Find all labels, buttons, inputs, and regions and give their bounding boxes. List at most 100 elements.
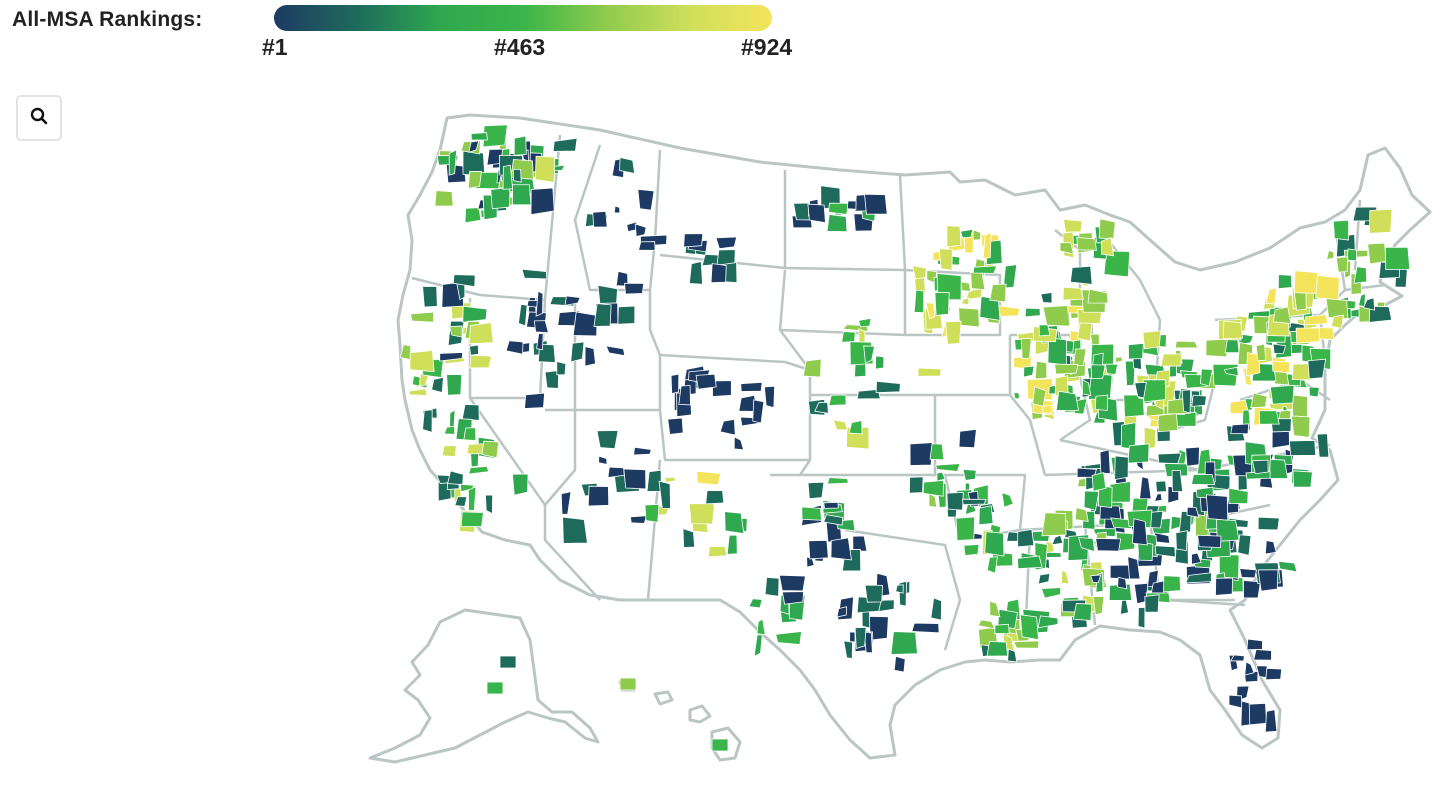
msa-region[interactable] [1353,266,1368,284]
msa-region[interactable] [1073,348,1087,367]
msa-region[interactable] [1265,287,1277,305]
msa-region[interactable] [930,597,942,621]
msa-region[interactable] [1098,218,1116,240]
msa-region[interactable] [1091,472,1107,492]
msa-region[interactable] [534,155,556,183]
msa-region[interactable] [843,640,853,660]
msa-region[interactable] [1258,410,1280,425]
msa-region[interactable] [848,420,863,435]
msa-region[interactable] [733,436,745,451]
msa-region[interactable] [1185,572,1212,584]
msa-region[interactable] [468,465,490,475]
msa-region[interactable] [439,352,464,362]
msa-region[interactable] [826,214,848,233]
msa-region[interactable] [1072,603,1093,621]
msa-region[interactable] [1244,661,1255,676]
msa-region[interactable] [1134,381,1147,399]
msa-region[interactable] [986,641,1009,657]
msa-region[interactable] [454,496,468,507]
msa-region[interactable] [890,631,918,655]
msa-region[interactable] [716,249,736,266]
msa-region[interactable] [978,505,994,526]
msa-region[interactable] [977,619,996,630]
msa-region[interactable] [1229,654,1245,662]
msa-region[interactable] [560,491,572,515]
msa-region[interactable] [499,655,517,669]
msa-region[interactable] [764,576,780,597]
msa-region[interactable] [670,373,680,395]
msa-region[interactable] [1061,569,1070,585]
msa-region[interactable] [764,385,776,409]
msa-region[interactable] [1032,386,1047,407]
msa-region[interactable] [613,205,621,214]
msa-region[interactable] [852,535,868,552]
msa-region[interactable] [962,498,987,506]
msa-region[interactable] [422,285,438,308]
msa-region[interactable] [1272,306,1292,325]
msa-region[interactable] [1038,324,1051,337]
msa-region[interactable] [945,320,962,345]
msa-region[interactable] [409,350,435,373]
msa-region[interactable] [1252,459,1269,475]
msa-region[interactable] [1293,270,1318,294]
msa-region[interactable] [1109,481,1131,503]
msa-region[interactable] [1181,389,1191,414]
msa-region[interactable] [1153,493,1163,502]
msa-region[interactable] [955,516,976,541]
msa-region[interactable] [863,631,873,654]
msa-region[interactable] [448,149,458,176]
msa-region[interactable] [536,333,544,351]
msa-region[interactable] [748,598,763,609]
msa-region[interactable] [928,492,938,508]
msa-region[interactable] [1240,700,1251,727]
msa-region[interactable] [1076,236,1097,251]
msa-region[interactable] [1228,487,1249,505]
msa-region[interactable] [893,655,906,673]
msa-region[interactable] [1278,560,1298,573]
msa-region[interactable] [989,283,1007,303]
msa-region[interactable] [1098,485,1113,509]
msa-region[interactable] [958,428,977,449]
msa-region[interactable] [719,418,736,436]
msa-region[interactable] [431,376,444,393]
search-button[interactable] [16,95,62,141]
msa-region[interactable] [663,476,677,483]
msa-region[interactable] [1042,404,1053,414]
msa-region[interactable] [1160,353,1183,367]
msa-region[interactable] [1144,594,1160,613]
msa-region[interactable] [841,331,856,343]
msa-region[interactable] [962,469,977,481]
msa-region[interactable] [1335,256,1349,273]
msa-region[interactable] [1002,264,1018,289]
msa-region[interactable] [1223,366,1239,377]
msa-region[interactable] [512,184,532,206]
msa-region[interactable] [524,392,546,409]
msa-region[interactable] [1001,492,1014,508]
msa-region[interactable] [468,140,480,153]
msa-region[interactable] [863,345,875,364]
msa-region[interactable] [913,289,925,314]
msa-region[interactable] [1307,358,1327,380]
msa-region[interactable] [1257,569,1279,592]
msa-region[interactable] [1269,384,1295,405]
msa-region[interactable] [533,320,549,334]
msa-region[interactable] [682,528,696,548]
msa-region[interactable] [1037,615,1059,629]
msa-region[interactable] [1228,694,1243,709]
msa-region[interactable] [1326,250,1335,261]
msa-region[interactable] [1316,433,1330,458]
msa-region[interactable] [1013,640,1040,649]
msa-region[interactable] [911,622,940,634]
msa-region[interactable] [1216,518,1240,542]
msa-region[interactable] [982,231,992,259]
msa-region[interactable] [1092,596,1105,616]
msa-region[interactable] [832,419,849,431]
msa-region[interactable] [683,233,704,248]
msa-region[interactable] [808,539,829,560]
msa-region[interactable] [446,374,463,396]
msa-region[interactable] [1330,314,1344,329]
msa-region[interactable] [946,225,962,248]
msa-region[interactable] [1315,275,1340,301]
